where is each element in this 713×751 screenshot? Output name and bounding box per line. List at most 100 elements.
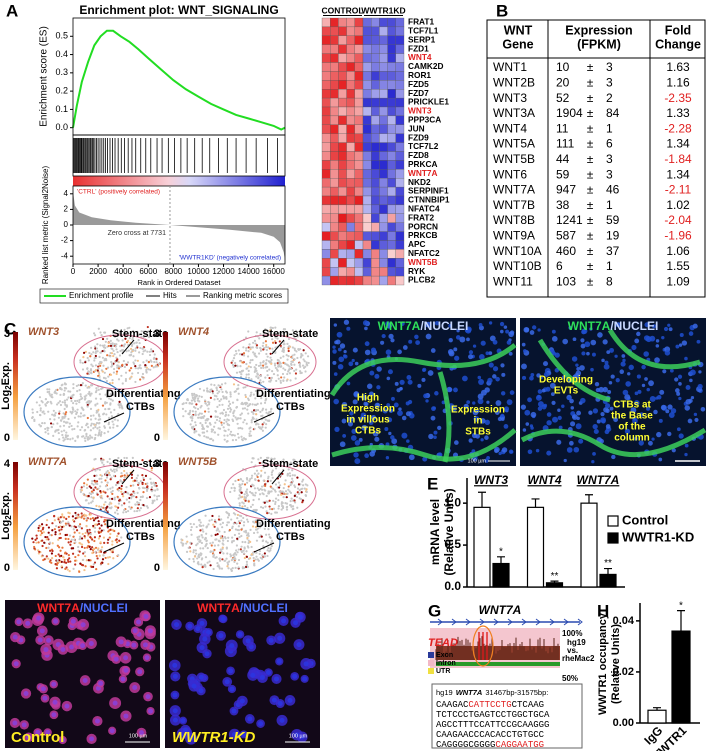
- cell-dot: [60, 565, 63, 568]
- cell-dot: [153, 353, 156, 356]
- cell-dot: [90, 496, 93, 499]
- cell-dot: [199, 406, 202, 409]
- cell-dot: [233, 486, 236, 490]
- cell-dot: [293, 458, 296, 461]
- cell-dot: [211, 541, 214, 544]
- nucleus: [16, 619, 22, 625]
- cell-dot: [264, 505, 267, 508]
- cell-dot: [257, 498, 261, 501]
- cell-dot: [98, 527, 101, 530]
- cell-dot: [112, 557, 115, 560]
- cell-dot: [134, 367, 137, 370]
- cell-dot: [112, 371, 116, 374]
- cell-dot: [111, 528, 114, 532]
- sequence-title: hg19 WNT7A 31467bp-31575bp:: [436, 688, 548, 697]
- cell-dot: [304, 352, 307, 355]
- cell-dot: [134, 349, 137, 352]
- cell-dot: [200, 541, 204, 545]
- heatmap-cell: [330, 62, 339, 72]
- cell-dot: [115, 465, 119, 468]
- cell-dot: [111, 540, 114, 543]
- cell-dot: [60, 521, 63, 524]
- cell-dot: [44, 427, 47, 431]
- nucleus: [700, 406, 706, 412]
- cell-dot: [270, 512, 273, 515]
- cell-dot: [57, 401, 60, 404]
- cell-dot: [96, 557, 99, 560]
- nucleus: [369, 451, 376, 457]
- cell-dot: [57, 431, 60, 435]
- cell-dot: [219, 548, 222, 551]
- cell-dot: [117, 532, 120, 535]
- significance: **: [551, 571, 559, 582]
- cell-dot: [67, 396, 70, 399]
- cell-dot: [249, 540, 252, 543]
- cell-dot: [99, 344, 102, 347]
- cell-dot: [198, 535, 201, 538]
- cell-dot: [47, 531, 50, 534]
- cell-dot: [104, 377, 107, 380]
- cell-dot: [101, 387, 104, 390]
- cell-dot: [210, 428, 213, 431]
- cell-dot: [274, 467, 278, 470]
- cell-dot: [126, 327, 129, 330]
- cell-dot: [236, 388, 239, 391]
- cell-dot: [72, 528, 75, 531]
- nucleus: [557, 415, 562, 420]
- annotation: Differentiating: [256, 388, 331, 400]
- cell-dot: [246, 545, 249, 548]
- nucleus: [523, 326, 530, 333]
- nucleus: [595, 387, 600, 393]
- nucleus: [188, 736, 194, 742]
- cell-dot: [271, 347, 274, 350]
- table-cell: 6: [556, 259, 563, 273]
- cell-dot: [274, 366, 277, 370]
- nucleus: [370, 347, 377, 353]
- cell-dot: [76, 425, 79, 428]
- nucleus: [231, 731, 237, 737]
- heatmap-cell: [362, 186, 372, 197]
- heatmap-cell: [395, 80, 405, 90]
- cell-dot: [217, 427, 220, 430]
- cell-dot: [71, 428, 74, 431]
- cell-dot: [237, 532, 241, 535]
- nucleus: [536, 373, 541, 378]
- cell-dot: [90, 422, 93, 425]
- heatmap-cell: [387, 53, 396, 63]
- nucleus: [277, 635, 283, 641]
- nucleus: [346, 326, 351, 331]
- cell-dot: [235, 405, 239, 409]
- cell-dot: [121, 492, 124, 496]
- nucleus: [366, 383, 373, 390]
- cell-dot: [271, 341, 275, 344]
- cell-dot: [74, 513, 78, 517]
- cell-dot: [217, 433, 220, 436]
- cell-dot: [141, 474, 144, 477]
- table-cell: WNT3A: [493, 106, 535, 120]
- cell-dot: [246, 355, 250, 358]
- cell-dot: [148, 495, 152, 499]
- cell-dot: [63, 407, 66, 411]
- cell-dot: [108, 397, 111, 400]
- nucleus: [446, 386, 453, 393]
- cell-dot: [216, 562, 219, 565]
- cell-dot: [276, 374, 279, 377]
- nucleus: [480, 389, 487, 396]
- nucleus: [351, 358, 355, 363]
- nucleus: [624, 428, 631, 434]
- nucleus: [566, 447, 573, 453]
- cell-dot: [264, 426, 267, 429]
- cell-dot: [101, 558, 105, 561]
- cell-dot: [36, 410, 39, 414]
- cell-dot: [115, 343, 118, 346]
- cell-dot: [71, 547, 75, 550]
- pointer: [253, 542, 275, 553]
- cell-dot: [107, 344, 110, 348]
- heatmap-cell: [354, 142, 364, 152]
- nucleus: [293, 620, 299, 626]
- nucleus: [551, 400, 556, 405]
- cell-dot: [132, 495, 135, 498]
- cell-dot: [282, 361, 285, 364]
- cell-dot: [280, 376, 283, 379]
- annotation: Zero cross at 7731: [108, 230, 166, 237]
